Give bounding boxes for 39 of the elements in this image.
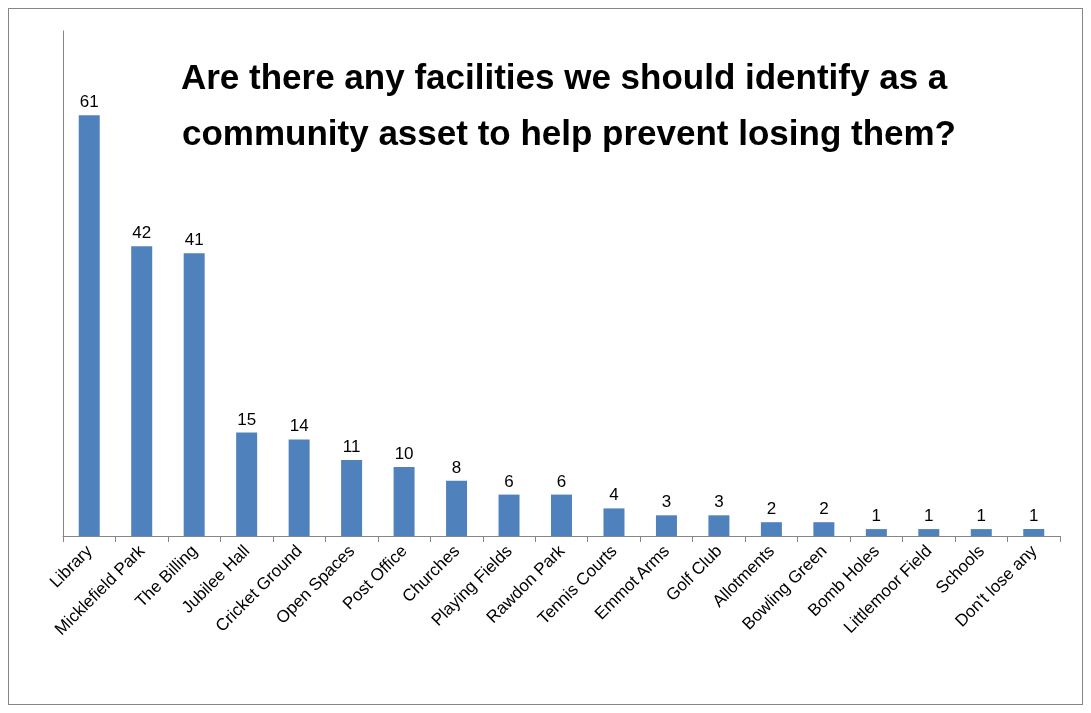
bar <box>655 515 677 536</box>
data-label: 1 <box>871 506 882 526</box>
bar <box>865 529 887 536</box>
bar <box>446 480 468 536</box>
bar <box>78 115 100 536</box>
bar <box>918 529 940 536</box>
bar <box>760 522 782 536</box>
bar <box>393 467 415 536</box>
data-label: 2 <box>819 499 829 519</box>
bar <box>236 432 258 536</box>
bar <box>341 460 363 536</box>
data-label: 14 <box>289 416 309 436</box>
data-label: 61 <box>79 92 99 112</box>
bar <box>498 494 520 536</box>
data-label: 41 <box>184 230 204 250</box>
data-label: 11 <box>342 437 361 457</box>
bar <box>288 439 310 536</box>
data-label: 3 <box>714 492 724 512</box>
bar <box>603 508 625 536</box>
data-label: 1 <box>1029 506 1039 526</box>
bar <box>183 253 205 536</box>
bar <box>708 515 730 536</box>
data-label: 8 <box>451 457 462 477</box>
data-label: 6 <box>504 471 514 491</box>
bar <box>551 494 572 536</box>
data-label: 4 <box>609 485 619 505</box>
bar <box>813 522 835 536</box>
data-label: 6 <box>556 471 567 491</box>
data-label: 3 <box>661 492 672 512</box>
data-label: 10 <box>394 444 414 464</box>
data-label: 2 <box>766 499 777 519</box>
data-label: 1 <box>976 506 987 526</box>
bar <box>970 529 992 536</box>
data-label: 42 <box>132 223 152 243</box>
data-label: 15 <box>237 409 257 429</box>
chart-title: Are there any facilities we should identify as a community asset to help prevent losing them? <box>180 56 958 152</box>
data-label: 1 <box>924 506 934 526</box>
bar <box>131 246 153 536</box>
bar <box>1023 529 1045 536</box>
